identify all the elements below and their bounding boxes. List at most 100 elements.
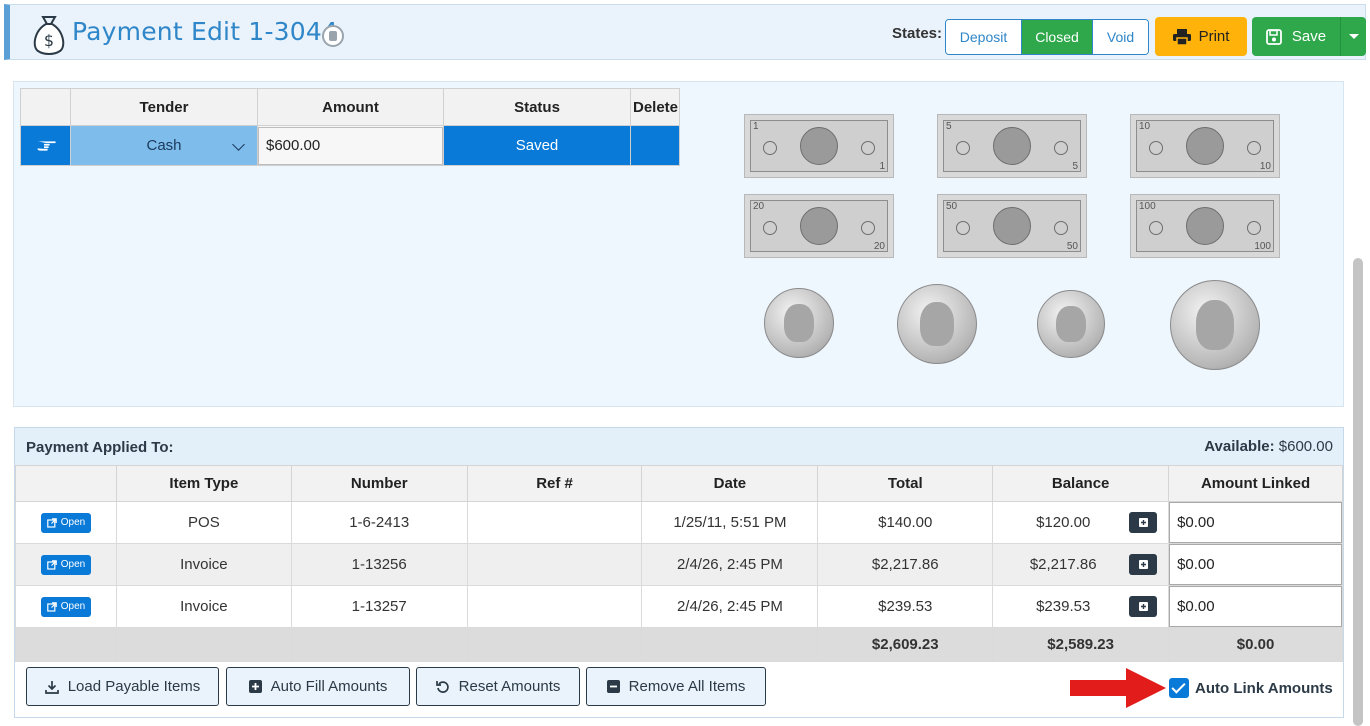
state-void-button[interactable]: Void bbox=[1093, 20, 1148, 54]
ten-dollar-bill[interactable]: 10 10 bbox=[1130, 114, 1280, 178]
chevron-down-icon bbox=[232, 138, 245, 151]
number-cell: 1-13256 bbox=[290, 543, 468, 586]
state-deposit-button[interactable]: Deposit bbox=[946, 20, 1022, 54]
tender-delete-cell[interactable] bbox=[630, 125, 680, 166]
apply-balance-button[interactable] bbox=[1129, 554, 1158, 575]
download-icon bbox=[44, 680, 59, 694]
totals-total: $2,609.23 bbox=[817, 627, 994, 662]
amount-linked-cell bbox=[1168, 501, 1343, 544]
printer-icon bbox=[1172, 28, 1191, 45]
applied-items-table: Item Type Number Ref # Date Total Balanc… bbox=[15, 465, 1343, 662]
undo-icon bbox=[435, 680, 449, 693]
table-row: Open POS 1-6-2413 1/25/11, 5:51 PM $140.… bbox=[15, 501, 1343, 544]
plus-icon bbox=[1138, 518, 1148, 527]
info-icon[interactable] bbox=[322, 25, 344, 47]
save-dropdown-toggle[interactable] bbox=[1340, 17, 1366, 56]
pointing-hand-icon bbox=[36, 140, 57, 151]
ref-cell bbox=[466, 501, 643, 544]
quarter-coin[interactable] bbox=[1170, 280, 1260, 370]
col-header-actions bbox=[15, 465, 117, 502]
tender-header-amount: Amount bbox=[257, 88, 444, 126]
print-button[interactable]: Print bbox=[1155, 17, 1247, 56]
auto-fill-amounts-button[interactable]: Auto Fill Amounts bbox=[226, 667, 410, 706]
twenty-dollar-bill[interactable]: 20 20 bbox=[744, 194, 894, 258]
open-cell: Open bbox=[15, 501, 117, 544]
amount-linked-cell bbox=[1168, 543, 1343, 586]
reset-amounts-button[interactable]: Reset Amounts bbox=[416, 667, 580, 706]
plus-icon bbox=[1138, 560, 1148, 569]
number-cell: 1-6-2413 bbox=[290, 501, 468, 544]
balance-value: $120.00 bbox=[1036, 514, 1091, 531]
item-type-cell: Invoice bbox=[115, 543, 292, 586]
balance-cell: $239.53 bbox=[992, 585, 1170, 628]
tender-amount-cell bbox=[257, 125, 444, 166]
external-link-icon bbox=[46, 559, 57, 570]
totals-balance: $2,589.23 bbox=[992, 627, 1170, 662]
tender-select[interactable]: Cash bbox=[70, 125, 258, 166]
state-toggle-group: Deposit Closed Void bbox=[945, 19, 1149, 55]
amount-linked-cell bbox=[1168, 585, 1343, 628]
hundred-dollar-bill[interactable]: 100 100 bbox=[1130, 194, 1280, 258]
red-arrow-annotation bbox=[1070, 668, 1166, 708]
tender-table: Tender Amount Status Delete Cash Saved bbox=[20, 88, 680, 166]
open-button[interactable]: Open bbox=[40, 554, 92, 575]
external-link-icon bbox=[46, 601, 57, 612]
available-label: Available: bbox=[1204, 438, 1275, 455]
balance-value: $2,217.86 bbox=[1029, 556, 1097, 573]
save-button[interactable]: Save bbox=[1252, 17, 1366, 56]
state-closed-button[interactable]: Closed bbox=[1022, 20, 1093, 54]
applied-panel-header: Payment Applied To: Available: $600.00 bbox=[15, 428, 1343, 465]
applied-table-header: Item Type Number Ref # Date Total Balanc… bbox=[15, 465, 1343, 502]
open-button[interactable]: Open bbox=[40, 512, 92, 533]
dime-coin[interactable] bbox=[1037, 290, 1105, 358]
col-header-balance: Balance bbox=[992, 465, 1170, 502]
open-cell: Open bbox=[15, 585, 117, 628]
save-main-button[interactable]: Save bbox=[1252, 17, 1340, 56]
remove-all-items-button[interactable]: Remove All Items bbox=[586, 667, 766, 706]
available-value: $600.00 bbox=[1278, 438, 1333, 455]
plus-icon bbox=[1138, 602, 1148, 611]
auto-link-amounts-toggle[interactable]: Auto Link Amounts bbox=[1169, 678, 1333, 698]
amount-linked-input[interactable] bbox=[1169, 544, 1342, 585]
load-payable-items-button[interactable]: Load Payable Items bbox=[26, 667, 219, 706]
applied-title: Payment Applied To: bbox=[26, 439, 174, 456]
one-dollar-bill[interactable]: 1 1 bbox=[744, 114, 894, 178]
page-scrollbar[interactable] bbox=[1353, 258, 1363, 726]
auto-link-label: Auto Link Amounts bbox=[1195, 679, 1333, 697]
five-dollar-bill[interactable]: 5 5 bbox=[937, 114, 1087, 178]
tender-header-blank bbox=[20, 88, 71, 126]
date-cell: 2/4/26, 2:45 PM bbox=[641, 585, 819, 628]
date-cell: 1/25/11, 5:51 PM bbox=[641, 501, 819, 544]
fifty-dollar-bill[interactable]: 50 50 bbox=[937, 194, 1087, 258]
tender-panel: Tender Amount Status Delete Cash Saved bbox=[13, 81, 1344, 407]
page-title: Payment Edit 1-3044 bbox=[72, 17, 339, 46]
tender-header-status: Status bbox=[443, 88, 631, 126]
balance-cell: $120.00 bbox=[992, 501, 1170, 544]
external-link-icon bbox=[46, 517, 57, 528]
tender-status: Saved bbox=[443, 125, 631, 166]
open-button[interactable]: Open bbox=[40, 596, 92, 617]
nickel-coin[interactable] bbox=[897, 284, 977, 364]
auto-link-checkbox[interactable] bbox=[1169, 678, 1189, 698]
balance-value: $239.53 bbox=[1036, 598, 1091, 615]
ref-cell bbox=[466, 543, 643, 586]
table-row: Open Invoice 1-13256 2/4/26, 2:45 PM $2,… bbox=[15, 543, 1343, 586]
date-cell: 2/4/26, 2:45 PM bbox=[641, 543, 819, 586]
caret-down-icon bbox=[1348, 34, 1359, 39]
money-bag-icon: $ bbox=[33, 16, 65, 55]
penny-coin[interactable] bbox=[764, 288, 834, 358]
amount-linked-input[interactable] bbox=[1169, 502, 1342, 543]
tender-row-handle[interactable] bbox=[20, 125, 71, 166]
plus-square-icon bbox=[248, 680, 262, 693]
apply-balance-button[interactable] bbox=[1129, 512, 1158, 533]
number-cell: 1-13257 bbox=[290, 585, 468, 628]
tender-amount-input[interactable] bbox=[258, 126, 443, 165]
minus-square-icon bbox=[606, 680, 620, 693]
table-row: Open Invoice 1-13257 2/4/26, 2:45 PM $23… bbox=[15, 585, 1343, 628]
amount-linked-input[interactable] bbox=[1169, 586, 1342, 627]
apply-balance-button[interactable] bbox=[1129, 596, 1158, 617]
col-header-amount-linked: Amount Linked bbox=[1168, 465, 1343, 502]
page-header: $ Payment Edit 1-3044 States: Deposit Cl… bbox=[4, 4, 1366, 60]
print-label: Print bbox=[1198, 28, 1230, 45]
tender-table-header: Tender Amount Status Delete bbox=[20, 88, 680, 126]
